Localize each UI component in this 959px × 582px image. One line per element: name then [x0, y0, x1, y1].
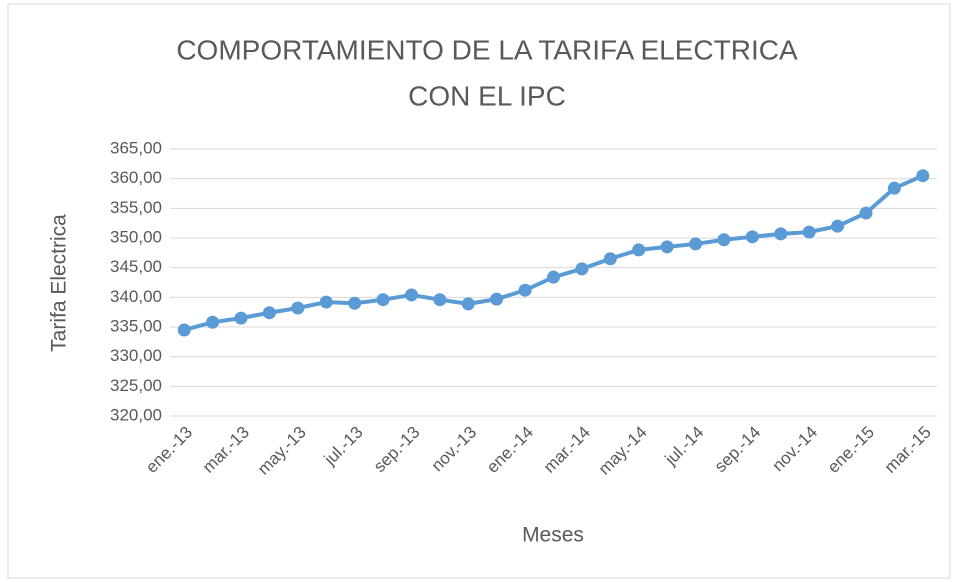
- y-tick-label: 350,00: [110, 227, 162, 246]
- point: [859, 206, 873, 220]
- point: [376, 293, 390, 307]
- point: [404, 288, 418, 302]
- y-tick-label: 320,00: [110, 405, 162, 424]
- point: [262, 306, 276, 320]
- y-tick-label: 345,00: [110, 257, 162, 276]
- point: [490, 292, 504, 306]
- point: [319, 295, 333, 309]
- point: [802, 225, 816, 239]
- y-tick-label: 365,00: [110, 138, 162, 157]
- y-tick-label: 340,00: [110, 287, 162, 306]
- y-tick-label: 355,00: [110, 198, 162, 217]
- chart-title: COMPORTAMIENTO DE LA TARIFA ELECTRICA: [176, 34, 798, 65]
- point: [433, 293, 447, 307]
- y-tick-label: 325,00: [110, 376, 162, 395]
- point: [660, 240, 674, 254]
- point: [831, 219, 845, 233]
- point: [177, 323, 191, 337]
- point: [603, 252, 617, 266]
- point: [916, 169, 930, 183]
- point: [234, 311, 248, 325]
- point: [632, 243, 646, 257]
- point: [887, 181, 901, 195]
- point: [575, 262, 589, 276]
- point: [206, 315, 220, 329]
- point: [689, 237, 703, 251]
- point: [745, 230, 759, 244]
- point: [518, 283, 532, 297]
- point: [461, 297, 475, 311]
- y-tick-label: 330,00: [110, 346, 162, 365]
- chart-title: CON EL IPC: [408, 80, 566, 111]
- point: [547, 270, 560, 284]
- y-axis-label: Tarifa Electrica: [48, 214, 71, 352]
- point: [291, 301, 305, 315]
- point: [717, 233, 731, 247]
- y-tick-label: 360,00: [110, 168, 162, 187]
- chart-border: [7, 3, 951, 579]
- x-axis-label: Meses: [522, 524, 584, 547]
- point: [774, 227, 788, 241]
- point: [348, 296, 362, 310]
- y-tick-label: 335,00: [110, 316, 162, 335]
